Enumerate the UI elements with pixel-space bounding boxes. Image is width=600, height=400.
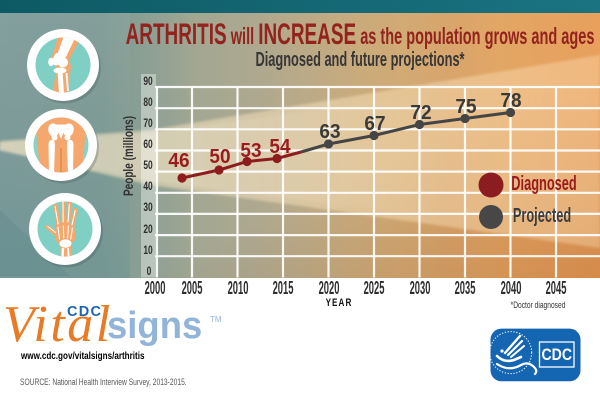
- svg-text:CDC: CDC: [542, 346, 573, 364]
